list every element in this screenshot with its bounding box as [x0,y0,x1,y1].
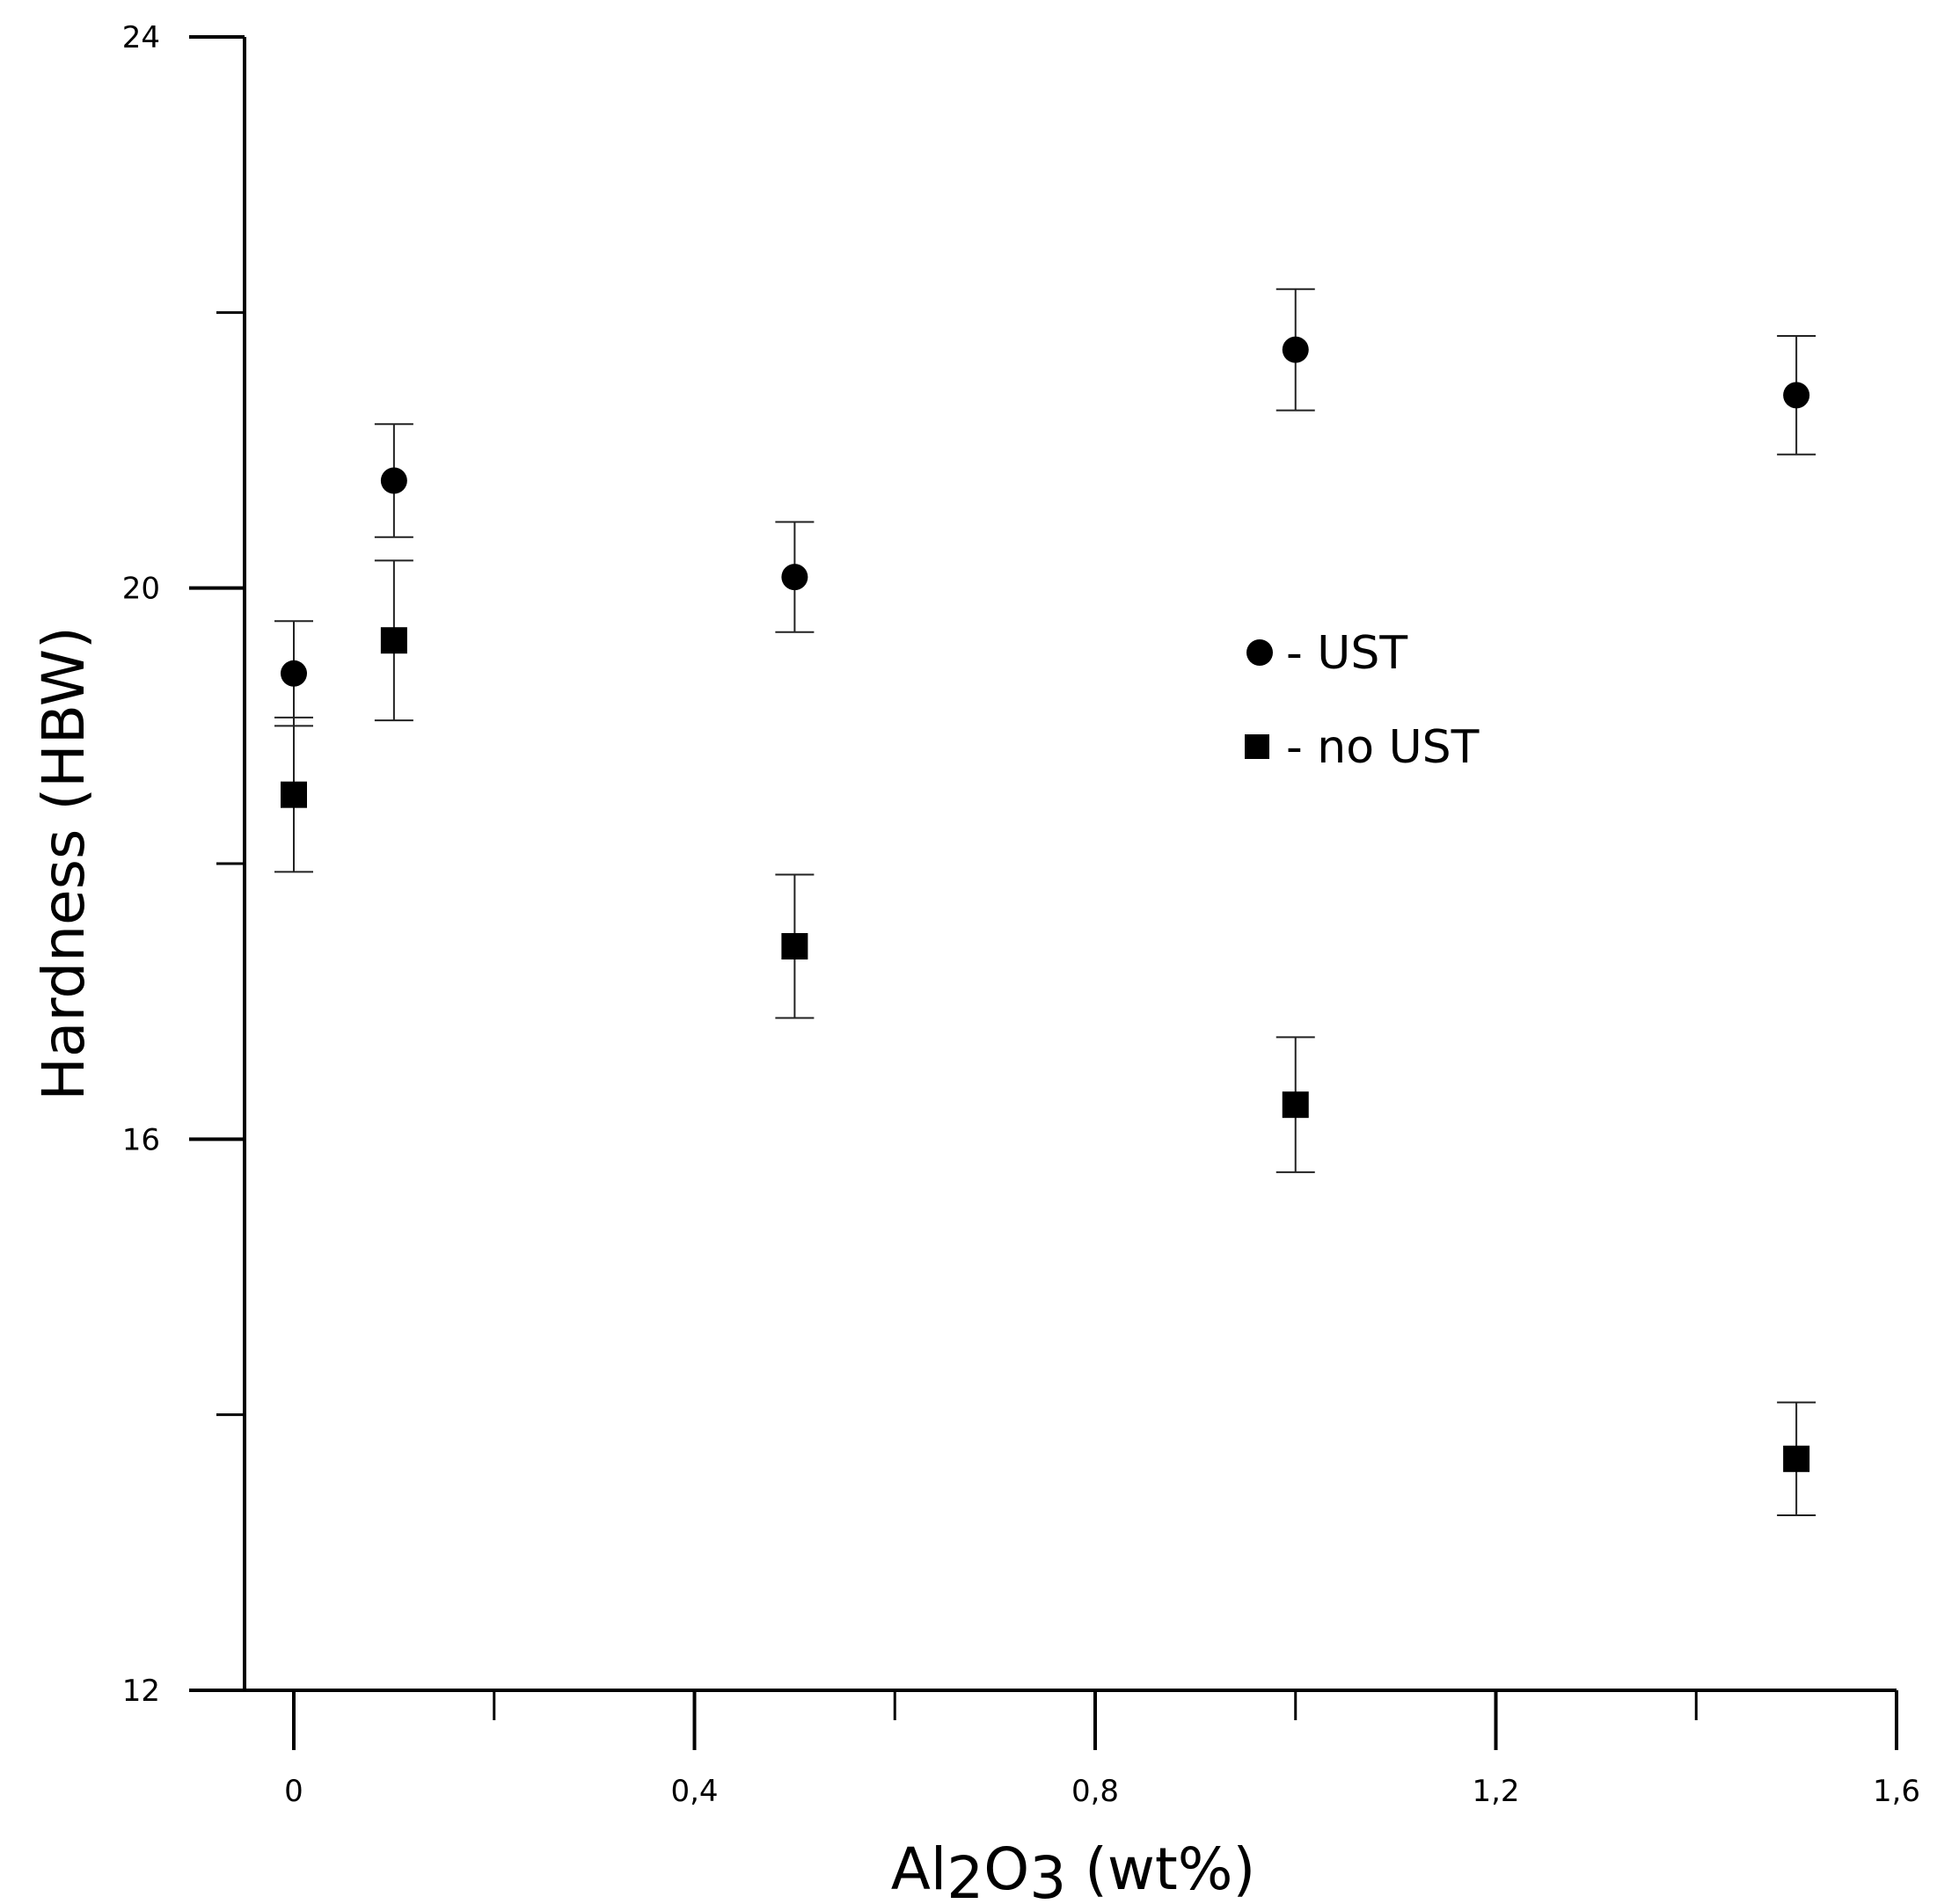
data-point-no-ust [1282,1091,1309,1119]
data-point-ust [781,564,808,591]
legend: - UST - no UST [1245,627,1480,774]
x-tick-label: 0,4 [670,1774,718,1809]
legend-label-no-ust: - no UST [1286,721,1480,774]
y-tick-label: 24 [122,20,160,55]
data-point-no-ust [1783,1445,1810,1472]
legend-marker-no-ust [1245,734,1269,759]
y-tick-label: 16 [122,1122,160,1157]
ticks [189,35,1898,1750]
x-tick-label: 0,8 [1071,1774,1119,1809]
y-tick-label: 20 [122,572,160,607]
data-point-ust [1282,336,1309,363]
legend-label-ust: - UST [1286,627,1407,680]
data-point-no-ust [281,781,307,808]
tick-labels: 12 16 20 24 0 0,4 0,8 1,2 1,6 [122,20,1920,1809]
error-bars [274,288,1816,1517]
axes [189,37,1897,1692]
legend-marker-ust [1246,639,1273,666]
data-point-no-ust [781,933,808,959]
data-point-ust [1783,382,1810,409]
x-tick-label: 1,2 [1472,1774,1519,1809]
data-point-no-ust [380,627,407,654]
data-point-ust [281,660,307,687]
markers [281,336,1810,1472]
y-tick-label: 12 [122,1674,160,1709]
data-point-ust [380,467,407,494]
x-tick-label: 0 [284,1774,303,1809]
x-tick-label: 1,6 [1873,1774,1920,1809]
x-axis-title: Al2O3 (wt%) [891,1835,1256,1904]
y-axis-title: Hardness (HBW) [30,626,98,1100]
